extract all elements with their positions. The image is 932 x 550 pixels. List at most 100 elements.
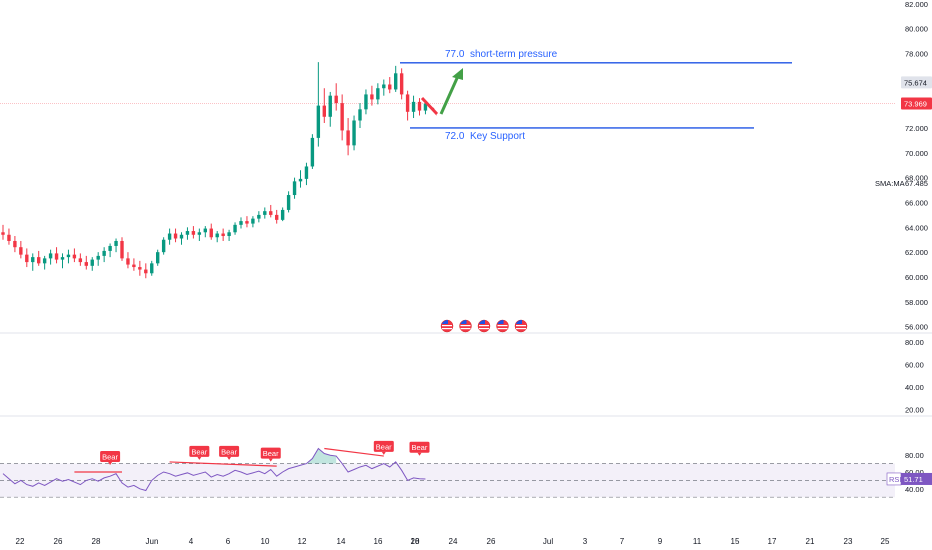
bear-tag-label: Bear (191, 447, 207, 456)
bear-tag-bg (219, 445, 240, 457)
candle-body (358, 109, 362, 121)
bear-tag-pointer (417, 452, 422, 456)
rsi-overbought-fill (306, 448, 337, 464)
us-flag-icon (514, 319, 528, 333)
candle-body (215, 233, 219, 238)
rsi-tick-label: 80.00 (905, 451, 924, 460)
candle-body (90, 259, 94, 266)
bear-tag-bg (260, 447, 281, 459)
us-flag-icon (477, 319, 491, 333)
rsi-line (2, 447, 426, 492)
resistance-price-label: 77.0 (445, 49, 465, 60)
candle-body (286, 195, 291, 210)
candle-body (7, 234, 11, 241)
x-tick-label: 17 (768, 537, 777, 546)
candle-body (209, 228, 213, 238)
candle-body (394, 73, 398, 90)
osc-tick-label: 20.00 (905, 406, 924, 415)
us-flag-icon (459, 319, 472, 333)
candle-body (221, 233, 225, 237)
candle-body (328, 95, 332, 117)
bear-tag-bg (189, 445, 210, 457)
upper-price-tag-bg (901, 76, 932, 89)
candle-body (310, 137, 315, 167)
candle-body (388, 84, 392, 90)
x-tick-label: 3 (583, 537, 588, 546)
candle-body (292, 181, 297, 196)
event-icons[interactable] (440, 319, 528, 333)
candle-body (78, 258, 83, 263)
x-tick-label: 24 (449, 537, 458, 546)
x-tick-label: Jul (543, 537, 553, 546)
x-tick-label: 28 (92, 537, 101, 546)
candle-body (364, 94, 368, 110)
candle-body (239, 221, 243, 225)
candle-body (114, 240, 118, 246)
candle-body (144, 269, 148, 274)
candle-body (233, 224, 237, 233)
x-tick-label: 23 (844, 537, 853, 546)
candle-body (334, 95, 338, 104)
candle-body (304, 166, 309, 179)
candle-body (275, 214, 279, 220)
candle-body (96, 255, 100, 260)
osc-tick-label: 40.00 (905, 383, 924, 392)
us-flag-icon (496, 319, 509, 333)
price-tick-label: 64.000 (905, 223, 928, 232)
divergence-line (169, 461, 277, 467)
candle-body (352, 120, 356, 146)
rsi-value: 51.71 (904, 475, 923, 484)
bear-tag-bg (409, 441, 430, 453)
candle-body (72, 254, 77, 259)
candle-body (179, 234, 184, 239)
x-tick-label: Jun (146, 537, 159, 546)
x-tick-label: 6 (226, 537, 231, 546)
x-tick-label: 26 (487, 537, 496, 546)
candle-body (322, 105, 326, 117)
candle-body (150, 263, 154, 274)
last-price-tag-bg (901, 97, 932, 110)
osc-tick-label: 60.00 (905, 361, 924, 370)
sma-value: 67.485 (905, 179, 928, 188)
divergence-line (324, 447, 384, 457)
candle-body (257, 214, 261, 219)
bear-tag-label: Bear (376, 442, 392, 451)
candle-body (251, 218, 255, 224)
last-price-tag: 73.969 (904, 100, 927, 109)
support-label: Key Support (470, 131, 525, 142)
rsi-tick-label: 60.00 (905, 468, 924, 477)
x-tick-label: 9 (658, 537, 663, 546)
rsi-pane[interactable]: 80.00 60.00 40.00 Bear Bear Bear Bear Bear Bear R… (0, 440, 932, 498)
bear-tag-label: Bear (102, 452, 118, 461)
price-pane[interactable]: 77.0 short-term pressure 72.0 Key Support (0, 49, 895, 279)
candle-body (197, 232, 202, 235)
x-tick-label: 14 (337, 537, 346, 546)
upper-price-tag: 75.674 (904, 78, 927, 87)
x-tick-label: 20 (411, 537, 420, 546)
x-tick-label: 12 (298, 537, 307, 546)
candle-body (316, 105, 321, 138)
candle-body (66, 254, 71, 258)
candle-body (405, 94, 410, 112)
candle-body (376, 88, 380, 100)
candle-body (417, 101, 422, 111)
bear-tag-pointer (268, 458, 273, 462)
price-axis: 82.00080.00078.00076.00074.00072.00070.0… (875, 0, 932, 332)
rsi-label: RSI (889, 475, 902, 484)
projection-down-shaft (420, 96, 439, 116)
projection-up-arrow (452, 68, 463, 80)
candle-body (280, 209, 285, 220)
bear-tag-label: Bear (412, 443, 428, 452)
candle-body (382, 84, 386, 89)
upper-oscillator-axis: 80.00 60.00 40.00 20.00 (0, 338, 932, 417)
candle-body (161, 239, 166, 253)
candle-body (173, 233, 178, 239)
candle-body (120, 240, 124, 259)
rsi-value-bg (901, 472, 932, 485)
bear-tag-pointer (108, 461, 113, 465)
candle-body (132, 264, 136, 268)
candle-body (370, 94, 374, 100)
price-tick-label: 58.000 (905, 298, 928, 307)
candle-body (1, 232, 5, 235)
